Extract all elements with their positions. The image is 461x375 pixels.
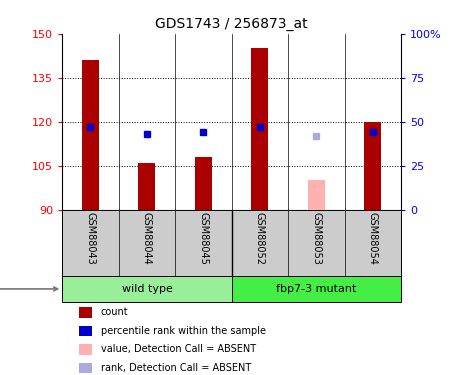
Title: GDS1743 / 256873_at: GDS1743 / 256873_at [155,17,308,32]
Bar [138,163,155,210]
Text: GSM88043: GSM88043 [85,212,95,265]
Text: wild type: wild type [122,284,172,294]
Bar [79,326,92,336]
Bar [79,344,92,354]
Bar [308,180,325,210]
Text: rank, Detection Call = ABSENT: rank, Detection Call = ABSENT [100,363,251,373]
Text: GSM88044: GSM88044 [142,212,152,265]
Bar [364,122,381,210]
Bar [251,48,268,210]
Text: genotype/variation: genotype/variation [0,284,58,294]
Text: GSM88054: GSM88054 [368,212,378,265]
Text: percentile rank within the sample: percentile rank within the sample [100,326,266,336]
FancyBboxPatch shape [62,276,231,302]
Text: GSM88045: GSM88045 [198,212,208,265]
Text: GSM88053: GSM88053 [311,212,321,265]
Bar [195,157,212,210]
Text: value, Detection Call = ABSENT: value, Detection Call = ABSENT [100,344,256,354]
Bar [82,60,99,210]
Text: GSM88052: GSM88052 [255,212,265,266]
Bar [79,307,92,318]
Text: fbp7-3 mutant: fbp7-3 mutant [276,284,356,294]
FancyBboxPatch shape [231,276,401,302]
Text: count: count [100,308,128,318]
Bar [79,363,92,373]
